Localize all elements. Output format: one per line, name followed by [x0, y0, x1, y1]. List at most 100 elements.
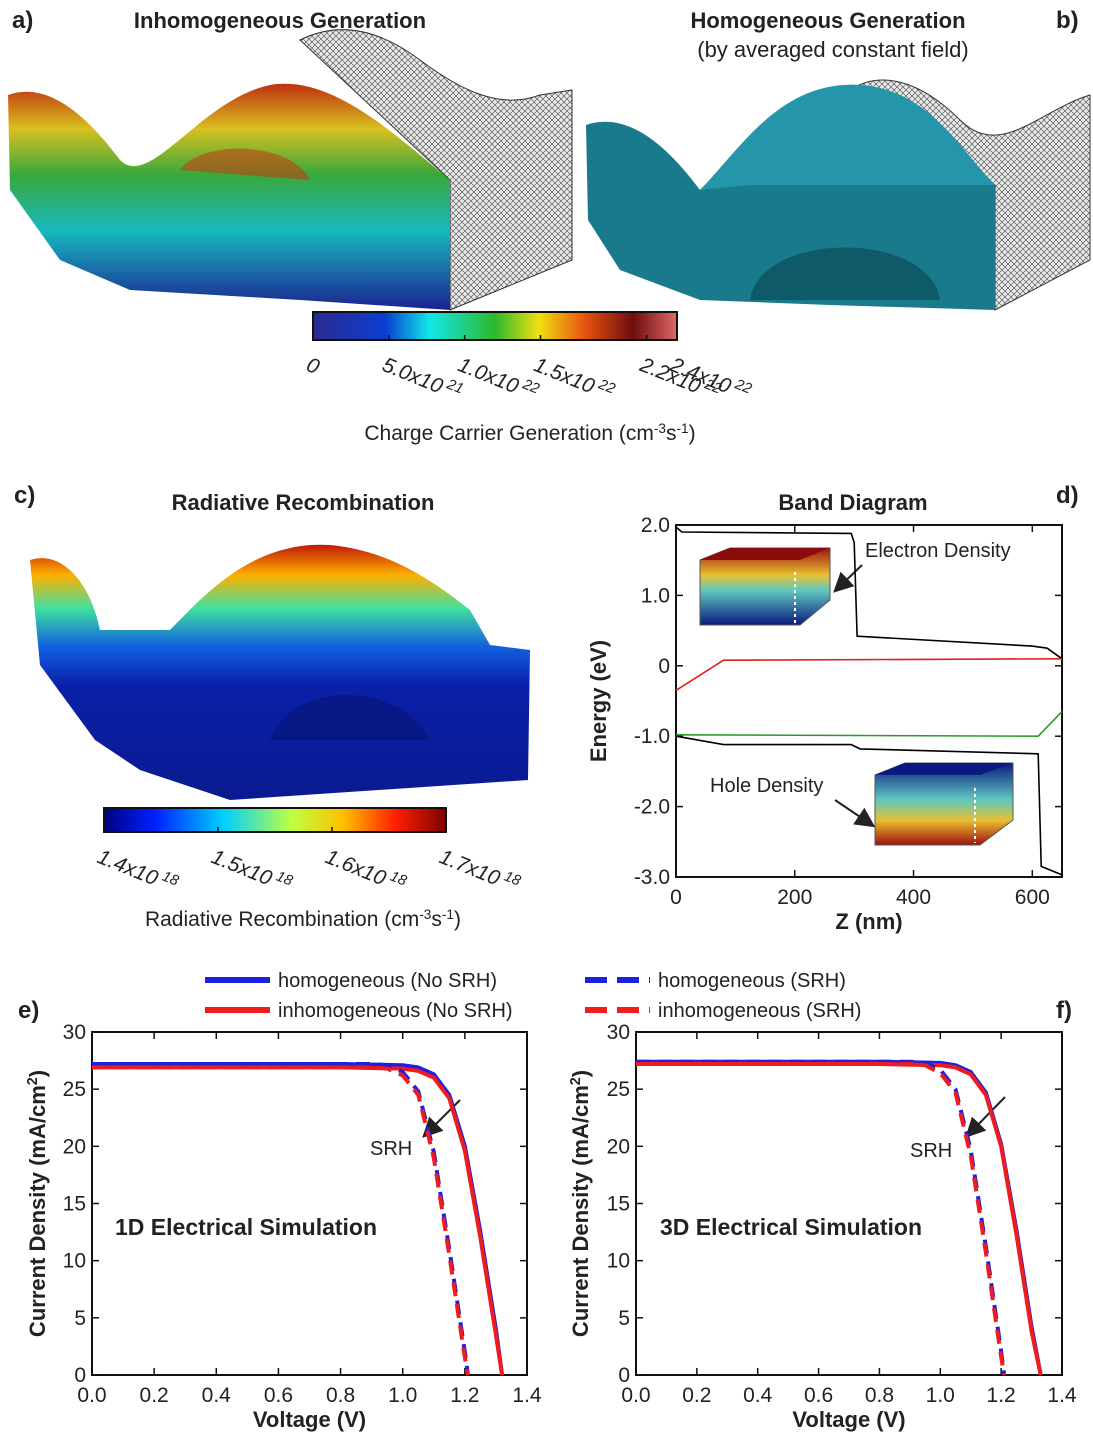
- y-tick-label: 2.0: [641, 514, 670, 537]
- tick-mantissa: 2.4x10: [666, 353, 734, 398]
- tick-mantissa: 1.5x10: [208, 845, 275, 890]
- y-tick-label: 10: [63, 1250, 86, 1273]
- y-tick-label: 15: [63, 1193, 86, 1216]
- x-tick-label: 0.8: [326, 1384, 355, 1407]
- colorbar-tick-label: 2.4x1022: [666, 351, 754, 406]
- y-tick-label: -2.0: [634, 796, 670, 819]
- colorbar-label-part: s: [666, 422, 677, 445]
- annotation: 1D Electrical Simulation: [115, 1214, 377, 1240]
- y-tick-label: 25: [607, 1078, 630, 1101]
- figure: a) Inhomogeneous Generation Homogeneous …: [0, 0, 1093, 1437]
- tick-mantissa: 1.5x10: [531, 353, 598, 398]
- tick-power: 18: [388, 869, 410, 890]
- x-tick-label: 1.2: [987, 1384, 1016, 1407]
- colorbar-label: Charge Carrier Generation (cm-3s-1): [364, 421, 695, 446]
- y-tick-label: 1.0: [641, 584, 670, 607]
- annotation: Hole Density: [710, 775, 823, 797]
- annotation: 3D Electrical Simulation: [660, 1214, 922, 1240]
- y-tick-label: 15: [607, 1193, 630, 1216]
- colorbar-tick-label: 5.0x1021: [379, 351, 466, 405]
- y-axis-label-part: ): [25, 1070, 50, 1077]
- colorbar-label-part: -3: [654, 421, 666, 436]
- colorbar-label-part: -3: [419, 907, 431, 922]
- x-tick-label: 1.2: [450, 1384, 479, 1407]
- tick-power: 18: [274, 869, 296, 890]
- chart-title: Inhomogeneous Generation: [134, 8, 426, 33]
- x-tick-label: 0.8: [865, 1384, 894, 1407]
- legend-label: inhomogeneous (SRH): [658, 1000, 861, 1022]
- x-tick-label: 600: [1015, 886, 1050, 909]
- y-axis-label: Current Density (mA/cm2): [568, 1070, 593, 1337]
- colorbar-label-part: -1: [676, 421, 688, 436]
- x-tick-label: 0.2: [140, 1384, 169, 1407]
- x-tick-label: 0.0: [621, 1384, 650, 1407]
- tick-power: 22: [519, 376, 541, 397]
- series-line: [676, 712, 1062, 737]
- x-tick-label: 400: [896, 886, 931, 909]
- x-axis-label: Voltage (V): [253, 1407, 366, 1432]
- y-tick-label: 5: [618, 1307, 630, 1330]
- chart-title: Band Diagram: [778, 490, 927, 515]
- colorbar-label-part: -1: [442, 907, 454, 922]
- y-tick-label: -1.0: [634, 725, 670, 748]
- colorbar-label-part: Charge Carrier Generation (cm: [364, 422, 653, 445]
- colorbar-tick-label: 1.5x1018: [208, 843, 295, 898]
- tick-mantissa: 1.0x10: [455, 353, 522, 398]
- tick-power: 21: [444, 376, 466, 397]
- y-tick-label: 5: [74, 1307, 86, 1330]
- x-tick-label: 0.6: [804, 1384, 833, 1407]
- panel-label: f): [1056, 997, 1072, 1024]
- legend-label: inhomogeneous (No SRH): [278, 1000, 513, 1022]
- colorbar: [104, 808, 446, 832]
- chart-subtitle: (by averaged constant field): [697, 37, 969, 62]
- colorbar-tick-label: 1.7x1018: [436, 843, 523, 898]
- x-tick-label: 1.0: [926, 1384, 955, 1407]
- plot-frame: [636, 1032, 1062, 1375]
- chart-title: Radiative Recombination: [172, 490, 435, 515]
- y-tick-label: 10: [607, 1250, 630, 1273]
- annotation: SRH: [370, 1138, 412, 1160]
- panel-label: a): [12, 7, 33, 34]
- panel-label: d): [1056, 482, 1079, 509]
- panel-label: c): [14, 482, 35, 509]
- x-tick-label: 200: [777, 886, 812, 909]
- y-axis-label-part: 2: [568, 1077, 584, 1085]
- y-axis-label-part: Energy (eV): [586, 640, 611, 762]
- tick-power: 22: [732, 376, 754, 397]
- tick-mantissa: 1.7x10: [436, 845, 503, 890]
- y-axis-label: Energy (eV): [586, 640, 611, 762]
- y-axis-label-part: Current Density (mA/cm: [568, 1085, 593, 1337]
- tick-power: 22: [595, 376, 617, 397]
- y-axis-label-part: Current Density (mA/cm: [25, 1085, 50, 1337]
- panel-label: b): [1056, 7, 1079, 34]
- x-tick-label: 0.4: [202, 1384, 232, 1407]
- render-b: [586, 80, 1090, 310]
- y-axis-label: Current Density (mA/cm2): [25, 1070, 50, 1337]
- y-tick-label: 0: [74, 1364, 86, 1387]
- x-tick-label: 0.0: [77, 1384, 106, 1407]
- tick-mantissa: 5.0x10: [379, 353, 446, 398]
- legend-label: homogeneous (No SRH): [278, 970, 497, 992]
- chart-title: Homogeneous Generation: [690, 8, 965, 33]
- colorbar: [313, 312, 677, 340]
- colorbar-tick-label: 1.5x1022: [531, 351, 618, 405]
- colorbar-tick-label: 1.4x1018: [94, 843, 181, 898]
- colorbar-label-part: Radiative Recombination (cm: [145, 908, 419, 931]
- tick-power: 18: [160, 869, 182, 890]
- colorbar-tick-label: 0: [303, 353, 323, 379]
- y-tick-label: 25: [63, 1078, 86, 1101]
- y-tick-label: 30: [607, 1021, 630, 1044]
- x-tick-label: 0.6: [264, 1384, 293, 1407]
- y-axis-label-part: 2: [25, 1077, 41, 1085]
- colorbar-tick-label: 1.0x1022: [455, 351, 542, 405]
- colorbar-label: Radiative Recombination (cm-3s-1): [145, 907, 461, 932]
- x-tick-label: 1.4: [512, 1384, 542, 1407]
- x-tick-label: 1.0: [388, 1384, 417, 1407]
- inset-hole: [875, 763, 1013, 845]
- tick-mantissa: 1.6x10: [322, 845, 389, 890]
- panel-label: e): [18, 997, 39, 1024]
- y-tick-label: 0: [658, 655, 670, 678]
- x-tick-label: 0: [670, 886, 682, 909]
- annotation: SRH: [910, 1140, 952, 1162]
- y-tick-label: 20: [607, 1135, 630, 1158]
